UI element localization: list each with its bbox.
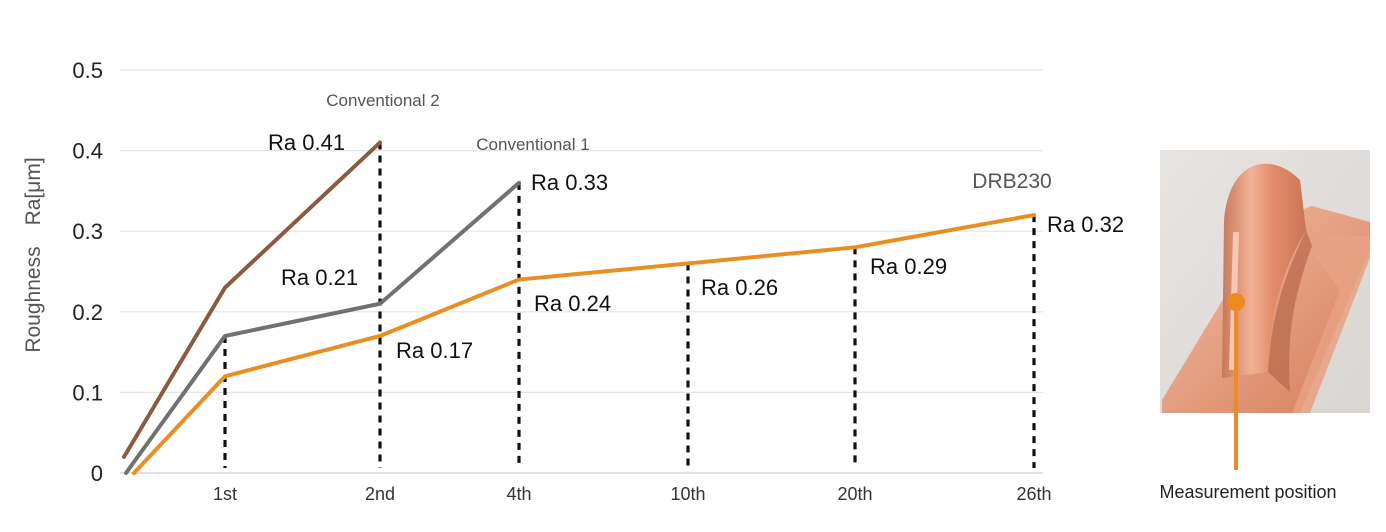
- x-tick-label: 4th: [506, 484, 531, 504]
- measurement-photo: [1160, 150, 1370, 470]
- ra-value-label: Ra 0.21: [281, 265, 358, 290]
- series-name-label: DRB230: [972, 170, 1051, 193]
- y-tick-label: 0.3: [72, 219, 103, 244]
- workpiece-blade: [1222, 163, 1306, 378]
- x-tick-label: 10th: [670, 484, 705, 504]
- ra-value-label: Ra 0.26: [701, 275, 778, 300]
- axis-layer: 0 0.1 0.2 0.3 0.4 0.5 1st 2nd 4th 10th 20th 26th: [72, 58, 1051, 504]
- y-tick-label: 0.5: [72, 58, 103, 83]
- ra-value-label: Ra 0.33: [531, 170, 608, 195]
- x-tick-label: 20th: [837, 484, 872, 504]
- ra-value-label: Ra 0.32: [1047, 212, 1124, 237]
- series-name-label: Conventional 2: [326, 91, 439, 110]
- series-line: [122, 140, 382, 459]
- workpiece-step: [1292, 236, 1370, 413]
- ra-value-label: Ra 0.17: [396, 338, 473, 363]
- x-tick-label: 2nd: [365, 484, 395, 504]
- line-layer: [122, 140, 1036, 475]
- series-name-label: Conventional 1: [476, 135, 589, 154]
- y-tick-label: 0.1: [72, 380, 103, 405]
- measurement-position-caption: Measurement position: [1159, 482, 1336, 502]
- series-line: [132, 213, 1036, 475]
- series-line: [124, 180, 521, 475]
- ra-value-label: Ra 0.41: [268, 130, 345, 155]
- ra-value-label: Ra 0.29: [870, 254, 947, 279]
- workpiece-shadow: [1268, 230, 1312, 392]
- measurement-point-marker: [1227, 293, 1245, 311]
- y-tick-label: 0: [91, 461, 103, 486]
- y-axis-label: Roughness Ra[μm]: [22, 157, 45, 352]
- grid-layer: [120, 69, 1043, 474]
- ra-value-label: Ra 0.24: [534, 291, 611, 316]
- y-tick-label: 0.4: [72, 139, 103, 164]
- x-tick-label: 1st: [213, 484, 237, 504]
- x-tick-label: 26th: [1016, 484, 1051, 504]
- guide-layer: [223, 142, 1036, 468]
- label-layer: DRB230 Conventional 1 Conventional 2 Ra 0.4…: [268, 91, 1124, 363]
- y-tick-label: 0.2: [72, 300, 103, 325]
